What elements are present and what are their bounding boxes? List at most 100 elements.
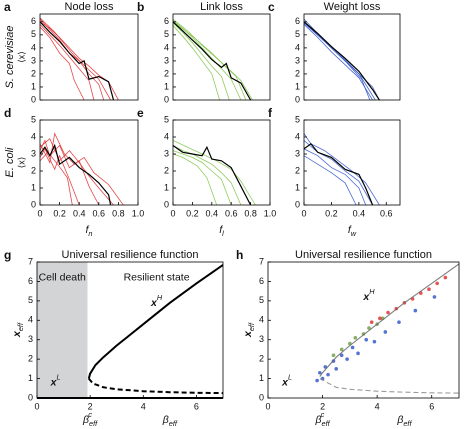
x-axis-label: fw [348, 224, 357, 239]
y-tick-label: 3 [295, 148, 300, 158]
data-line [173, 21, 252, 101]
scatter-point [427, 287, 431, 292]
x-tick-label: 0.4 [353, 208, 366, 218]
y-tick-label: 0 [31, 199, 36, 209]
data-line [304, 155, 357, 206]
y-tick-label: 2 [28, 354, 33, 364]
data-line [304, 22, 371, 101]
y-tick-label: 1 [259, 373, 264, 383]
branch-label-main: x [362, 291, 370, 303]
panel-label: d [4, 106, 11, 120]
y-tick-label: 5 [295, 29, 300, 39]
panel-title: Node loss [65, 1, 114, 13]
scatter-point [367, 326, 371, 330]
x-tick-label: 6 [429, 401, 434, 411]
y-axis-group: S. cerevisiae [4, 26, 16, 89]
scatter-point [350, 345, 355, 350]
x-axis-label: βeff [162, 414, 178, 429]
y-tick-label: 2 [31, 165, 36, 175]
y-tick-label: 3 [164, 148, 169, 158]
axes-frame [39, 13, 139, 101]
y-tick-label: 0 [295, 94, 300, 104]
y-axis-label-sub: eff [247, 322, 256, 331]
x-tick-label: 0.8 [112, 208, 125, 218]
data-line [304, 21, 380, 101]
plot-area [304, 133, 380, 206]
scatter-point [397, 320, 401, 325]
x-tick-label: 0.4 [206, 208, 219, 218]
scatter-point [326, 372, 330, 377]
scatter-point [386, 310, 390, 315]
data-line [40, 21, 115, 101]
scatter-point [339, 347, 344, 352]
y-tick-label: 2 [295, 165, 300, 175]
x-tick-label: 0.6 [93, 208, 106, 218]
data-line [173, 145, 242, 206]
x-tick-label: 0.2 [325, 208, 338, 218]
y-axis-label-main: x [242, 330, 254, 338]
scatter-point [331, 353, 336, 358]
x-axis-label-main: β [162, 414, 169, 426]
branch-label-main: x [281, 376, 289, 388]
y-tick-label: 3 [295, 55, 300, 65]
x-tick-label: 0 [37, 208, 42, 218]
data-line [173, 22, 230, 101]
scatter-point [372, 339, 377, 344]
y-axis-group: E. coli [4, 147, 16, 178]
critical-label-sup: c [321, 410, 325, 419]
y-axis-label: ⟨x⟩ [16, 51, 26, 63]
y-tick-label: 5 [295, 114, 300, 124]
x-tick-label: 2 [320, 401, 325, 411]
y-tick-label: 1 [31, 182, 36, 192]
y-tick-label: 4 [31, 42, 36, 52]
data-line [87, 264, 223, 379]
y-tick-label: 1 [295, 81, 300, 91]
y-tick-label: 4 [295, 42, 300, 52]
y-tick-label: 0 [164, 94, 169, 104]
x-tick-label: 4 [141, 401, 146, 411]
panel-label: f [268, 106, 273, 120]
axes-frame [36, 261, 224, 399]
data-line [173, 21, 247, 101]
data-line [40, 151, 73, 206]
y-tick-label: 3 [164, 55, 169, 65]
data-line [304, 142, 374, 206]
x-axis-label-main: β [396, 414, 403, 426]
y-tick-label: 7 [259, 256, 264, 266]
y-axis-label: xeff [242, 322, 257, 338]
plot-area [40, 17, 119, 101]
y-tick-label: 2 [164, 165, 169, 175]
y-axis-label: xeff [11, 322, 26, 338]
branch-label-main: x [50, 376, 58, 388]
y-tick-label: 7 [28, 256, 33, 266]
x-axis-label-sub: l [222, 229, 224, 238]
x-tick-label: 0.6 [225, 208, 238, 218]
y-tick-label: 4 [164, 131, 169, 141]
y-tick-label: 4 [295, 131, 300, 141]
plot-area [315, 263, 459, 394]
y-tick-label: 0 [259, 392, 264, 402]
scatter-point [353, 335, 358, 340]
critical-label-sub: eff [321, 419, 330, 428]
scatter-point [318, 370, 322, 375]
branch-label-sup: H [369, 287, 375, 296]
shaded-region [37, 262, 88, 398]
scatter-point [435, 281, 439, 286]
y-tick-label: 0 [28, 392, 33, 402]
x-axis-label-sub: eff [169, 419, 178, 428]
y-tick-label: 2 [31, 68, 36, 78]
x-tick-label: 0 [301, 208, 306, 218]
y-tick-label: 0 [164, 199, 169, 209]
x-tick-label: 1.0 [132, 208, 145, 218]
plot-area [173, 140, 256, 206]
y-tick-label: 3 [259, 334, 264, 344]
scatter-point [432, 295, 437, 299]
panel-label: b [137, 0, 144, 14]
y-tick-label: 1 [164, 81, 169, 91]
branch-label-sup: H [157, 293, 163, 302]
branch-label-sup: L [288, 373, 292, 382]
y-tick-label: 6 [28, 276, 33, 286]
data-line [40, 18, 105, 101]
axes-frame [39, 119, 139, 206]
plot-area [304, 18, 380, 101]
